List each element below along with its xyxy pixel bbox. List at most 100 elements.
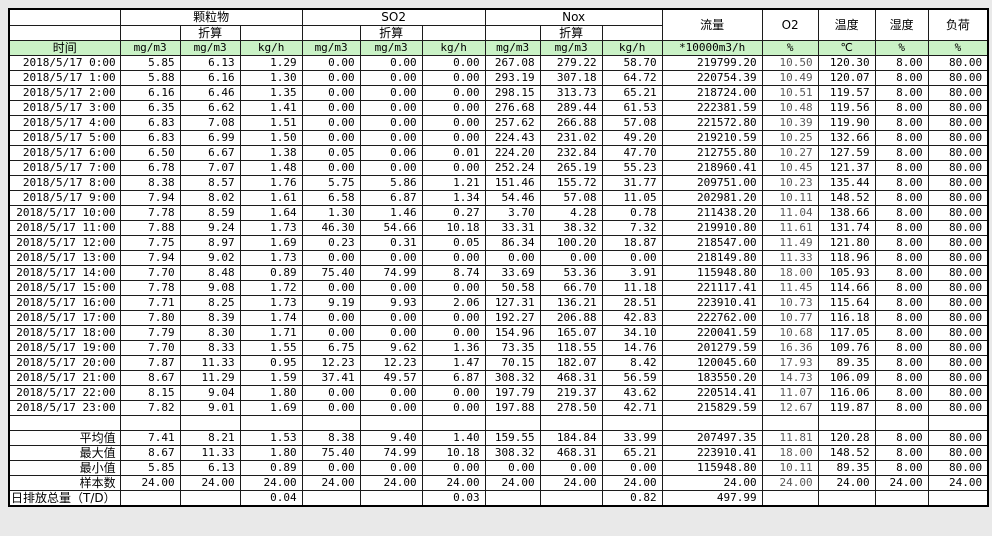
value-cell[interactable]: 11.33 xyxy=(761,249,819,266)
value-cell[interactable]: 278.50 xyxy=(539,399,603,416)
value-cell[interactable]: 80.00 xyxy=(927,324,989,341)
value-cell[interactable]: 6.99 xyxy=(179,129,241,146)
value-cell[interactable]: 80.00 xyxy=(927,234,989,251)
value-cell[interactable]: 1.46 xyxy=(359,204,423,221)
value-cell[interactable]: 206.88 xyxy=(539,309,603,326)
value-cell[interactable]: 1.73 xyxy=(239,294,303,311)
value-cell[interactable]: 10.27 xyxy=(761,144,819,161)
value-cell[interactable]: 6.83 xyxy=(119,129,181,146)
value-cell[interactable]: 6.78 xyxy=(119,159,181,176)
value-cell[interactable]: 1.34 xyxy=(421,189,486,206)
value-cell[interactable]: 80.00 xyxy=(927,144,989,161)
value-cell[interactable]: 120045.60 xyxy=(661,354,763,371)
value-cell[interactable]: 80.00 xyxy=(927,249,989,266)
unit-pm-converted-mgm3[interactable]: mg/m3 xyxy=(179,39,241,56)
value-cell[interactable]: 0.00 xyxy=(301,69,361,86)
value-cell[interactable]: 1.80 xyxy=(239,384,303,401)
value-cell[interactable]: 266.88 xyxy=(539,114,603,131)
value-cell[interactable]: 0.00 xyxy=(421,69,486,86)
value-cell[interactable]: 118.55 xyxy=(539,339,603,356)
value-cell[interactable]: 18.87 xyxy=(601,234,663,251)
value-cell[interactable]: 14.76 xyxy=(601,339,663,356)
value-cell[interactable]: 55.23 xyxy=(601,159,663,176)
value-cell[interactable]: 8.00 xyxy=(874,384,929,401)
summary-value-cell[interactable]: 75.40 xyxy=(301,444,361,461)
value-cell[interactable]: 218149.80 xyxy=(661,249,763,266)
summary-value-cell[interactable]: 74.99 xyxy=(359,444,423,461)
blank-cell[interactable] xyxy=(301,24,361,41)
unit-nox-kgh[interactable]: kg/h xyxy=(601,39,663,56)
value-cell[interactable]: 1.38 xyxy=(239,144,303,161)
value-cell[interactable]: 42.71 xyxy=(601,399,663,416)
header-converted-particulate[interactable]: 折算 xyxy=(179,24,241,41)
value-cell[interactable]: 3.70 xyxy=(484,204,541,221)
value-cell[interactable]: 53.36 xyxy=(539,264,603,281)
summary-value-cell[interactable] xyxy=(761,489,819,506)
value-cell[interactable]: 89.35 xyxy=(817,354,876,371)
value-cell[interactable]: 8.00 xyxy=(874,99,929,116)
value-cell[interactable]: 8.00 xyxy=(874,159,929,176)
summary-value-cell[interactable]: 8.00 xyxy=(874,444,929,461)
unit-so2-kgh[interactable]: kg/h xyxy=(421,39,486,56)
value-cell[interactable]: 80.00 xyxy=(927,294,989,311)
blank-cell[interactable] xyxy=(874,414,929,431)
value-cell[interactable]: 8.00 xyxy=(874,324,929,341)
time-header-blank-mid[interactable] xyxy=(8,24,121,41)
value-cell[interactable]: 10.73 xyxy=(761,294,819,311)
value-cell[interactable]: 9.04 xyxy=(179,384,241,401)
value-cell[interactable]: 80.00 xyxy=(927,114,989,131)
value-cell[interactable]: 265.19 xyxy=(539,159,603,176)
summary-value-cell[interactable]: 0.00 xyxy=(539,459,603,476)
value-cell[interactable]: 0.00 xyxy=(301,279,361,296)
value-cell[interactable]: 1.73 xyxy=(239,219,303,236)
summary-value-cell[interactable]: 24.00 xyxy=(761,474,819,491)
value-cell[interactable]: 105.93 xyxy=(817,264,876,281)
value-cell[interactable]: 5.88 xyxy=(119,69,181,86)
value-cell[interactable]: 1.69 xyxy=(239,399,303,416)
header-load[interactable]: 负荷 xyxy=(927,8,989,41)
value-cell[interactable]: 0.00 xyxy=(301,324,361,341)
summary-value-cell[interactable]: 24.00 xyxy=(359,474,423,491)
summary-value-cell[interactable]: 115948.80 xyxy=(661,459,763,476)
value-cell[interactable]: 73.35 xyxy=(484,339,541,356)
value-cell[interactable]: 119.56 xyxy=(817,99,876,116)
value-cell[interactable]: 8.00 xyxy=(874,279,929,296)
value-cell[interactable]: 218547.00 xyxy=(661,234,763,251)
time-cell[interactable]: 2018/5/17 11:00 xyxy=(8,219,121,236)
blank-cell[interactable] xyxy=(661,414,763,431)
value-cell[interactable]: 0.23 xyxy=(301,234,361,251)
time-cell[interactable]: 2018/5/17 9:00 xyxy=(8,189,121,206)
blank-cell[interactable] xyxy=(484,24,541,41)
value-cell[interactable]: 8.33 xyxy=(179,339,241,356)
value-cell[interactable]: 9.24 xyxy=(179,219,241,236)
value-cell[interactable]: 6.62 xyxy=(179,99,241,116)
value-cell[interactable]: 8.59 xyxy=(179,204,241,221)
value-cell[interactable]: 65.21 xyxy=(601,84,663,101)
value-cell[interactable]: 7.08 xyxy=(179,114,241,131)
value-cell[interactable]: 12.23 xyxy=(359,354,423,371)
value-cell[interactable]: 0.00 xyxy=(421,309,486,326)
value-cell[interactable]: 202981.20 xyxy=(661,189,763,206)
summary-value-cell[interactable]: 9.40 xyxy=(359,429,423,446)
value-cell[interactable]: 6.13 xyxy=(179,54,241,71)
time-cell[interactable]: 2018/5/17 13:00 xyxy=(8,249,121,266)
value-cell[interactable]: 8.02 xyxy=(179,189,241,206)
time-cell[interactable]: 2018/5/17 17:00 xyxy=(8,309,121,326)
value-cell[interactable]: 222762.00 xyxy=(661,309,763,326)
value-cell[interactable]: 80.00 xyxy=(927,369,989,386)
header-o2[interactable]: O2 xyxy=(761,8,819,41)
value-cell[interactable]: 37.41 xyxy=(301,369,361,386)
value-cell[interactable]: 115.64 xyxy=(817,294,876,311)
value-cell[interactable]: 6.83 xyxy=(119,114,181,131)
value-cell[interactable]: 0.00 xyxy=(359,99,423,116)
summary-value-cell[interactable]: 308.32 xyxy=(484,444,541,461)
value-cell[interactable]: 7.70 xyxy=(119,264,181,281)
value-cell[interactable]: 1.64 xyxy=(239,204,303,221)
value-cell[interactable]: 221117.41 xyxy=(661,279,763,296)
value-cell[interactable]: 1.59 xyxy=(239,369,303,386)
value-cell[interactable]: 8.00 xyxy=(874,399,929,416)
summary-value-cell[interactable]: 1.80 xyxy=(239,444,303,461)
value-cell[interactable]: 1.74 xyxy=(239,309,303,326)
value-cell[interactable]: 1.76 xyxy=(239,174,303,191)
value-cell[interactable]: 165.07 xyxy=(539,324,603,341)
